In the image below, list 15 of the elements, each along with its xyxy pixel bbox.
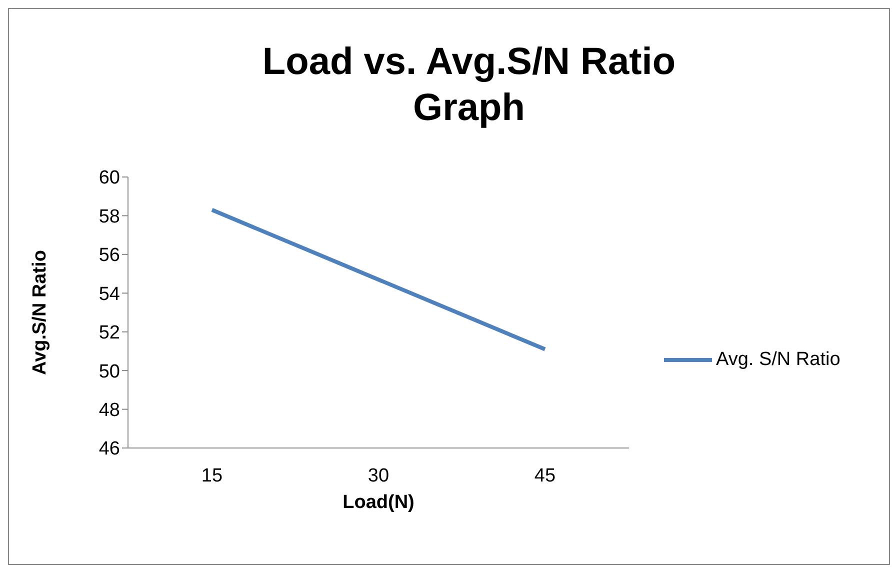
y-tick-label: 56: [98, 245, 120, 266]
x-tick-label: 30: [368, 465, 390, 486]
x-tick-label: 15: [201, 465, 223, 486]
x-axis-title: Load(N): [342, 492, 414, 513]
y-tick-label: 54: [98, 284, 120, 305]
y-tick-label: 48: [98, 400, 120, 422]
y-tick-label: 52: [98, 322, 120, 344]
chart-title: Load vs. Avg.S/N Ratio Graph: [261, 40, 677, 131]
y-tick-label: 46: [98, 438, 120, 460]
legend-label: Avg. S/N Ratio: [716, 349, 840, 371]
y-tick-label: 50: [98, 361, 120, 382]
y-tick-label: 60: [98, 168, 120, 189]
y-axis-title: Avg.S/N Ratio: [30, 250, 51, 375]
y-tick-label: 58: [98, 206, 120, 228]
x-tick-label: 45: [534, 465, 556, 486]
